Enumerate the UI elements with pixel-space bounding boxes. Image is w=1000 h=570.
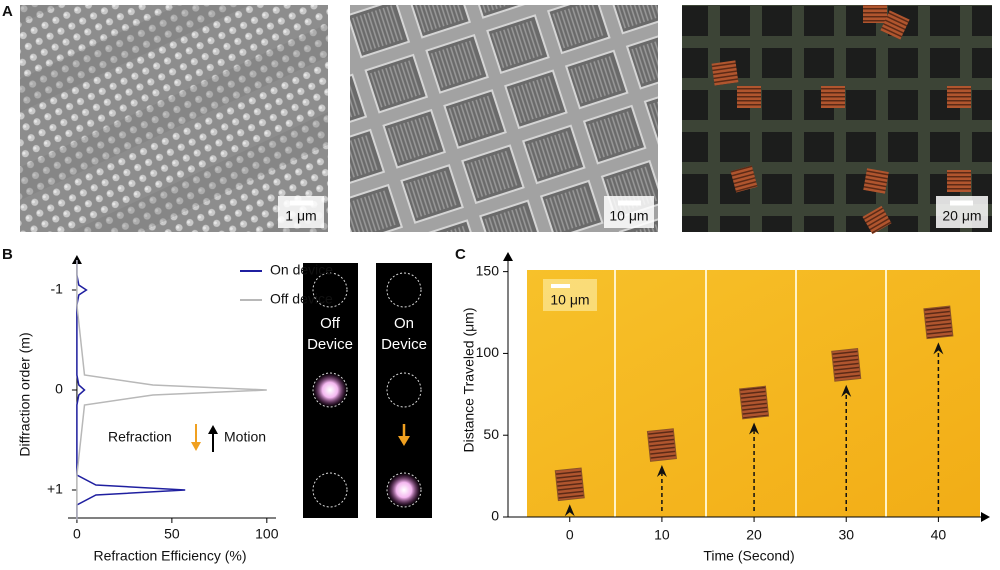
trajectory-head <box>656 465 667 478</box>
device <box>831 348 862 382</box>
x-tick-label: 30 <box>838 527 854 543</box>
scale-bar-label: 10 μm <box>609 208 648 224</box>
trajectory-head <box>933 342 944 355</box>
image-label: Off <box>320 315 341 332</box>
x-axis-label: Refraction Efficiency (%) <box>93 548 246 564</box>
x-tick-label: 0 <box>566 527 574 543</box>
y-tick-label: -1 <box>50 281 63 297</box>
device <box>739 385 770 420</box>
axis-arrow <box>981 512 990 522</box>
x-tick-label: 20 <box>746 527 762 543</box>
x-axis-label: Time (Second) <box>703 548 794 564</box>
y-tick-label: 50 <box>483 426 499 442</box>
data-line <box>76 260 186 520</box>
spot-image: On Device <box>376 263 432 518</box>
x-tick-label: 50 <box>164 526 180 542</box>
data-line <box>76 260 267 520</box>
y-tick-label: 0 <box>491 508 499 524</box>
device <box>646 428 677 462</box>
panel-label: B <box>2 246 13 263</box>
image-label: On <box>394 315 414 332</box>
scale-bar-label: 1 μm <box>285 208 316 224</box>
x-tick-label: 0 <box>73 526 81 542</box>
trajectory-head <box>749 422 760 435</box>
axis-arrow <box>71 255 82 264</box>
y-tick-label: +1 <box>47 481 63 497</box>
trajectory-head <box>564 504 575 517</box>
scale-bar-label: 20 μm <box>942 208 981 224</box>
micrograph: 1 μm <box>20 5 328 232</box>
micrograph: 10 μm <box>350 5 658 232</box>
annotation-arrows <box>191 424 218 452</box>
image-label: Device <box>381 336 427 353</box>
annotation: Refraction <box>108 429 172 445</box>
x-tick-label: 10 <box>654 527 670 543</box>
spot-image: Off Device <box>303 263 358 518</box>
y-tick-label: 150 <box>476 262 500 278</box>
y-tick-label: 100 <box>476 344 500 360</box>
legend-label: Off device <box>270 291 333 307</box>
panel-label: C <box>455 246 466 263</box>
y-axis-label: Diffraction order (m) <box>17 332 33 456</box>
panel-label: A <box>2 3 13 20</box>
device <box>554 467 585 502</box>
y-axis-label: Distance Traveled (μm) <box>461 308 477 453</box>
micrograph: 20 μm <box>682 5 992 235</box>
x-tick-label: 100 <box>255 526 279 542</box>
scale-bar-label: 10 μm <box>550 292 589 308</box>
annotation: Motion <box>224 429 266 445</box>
legend-label: On device <box>270 262 333 278</box>
device <box>923 305 954 340</box>
image-label: Device <box>307 336 353 353</box>
x-tick-label: 40 <box>931 527 947 543</box>
trajectory-head <box>841 384 852 397</box>
axis-arrow <box>503 252 513 261</box>
y-tick-label: 0 <box>55 381 63 397</box>
